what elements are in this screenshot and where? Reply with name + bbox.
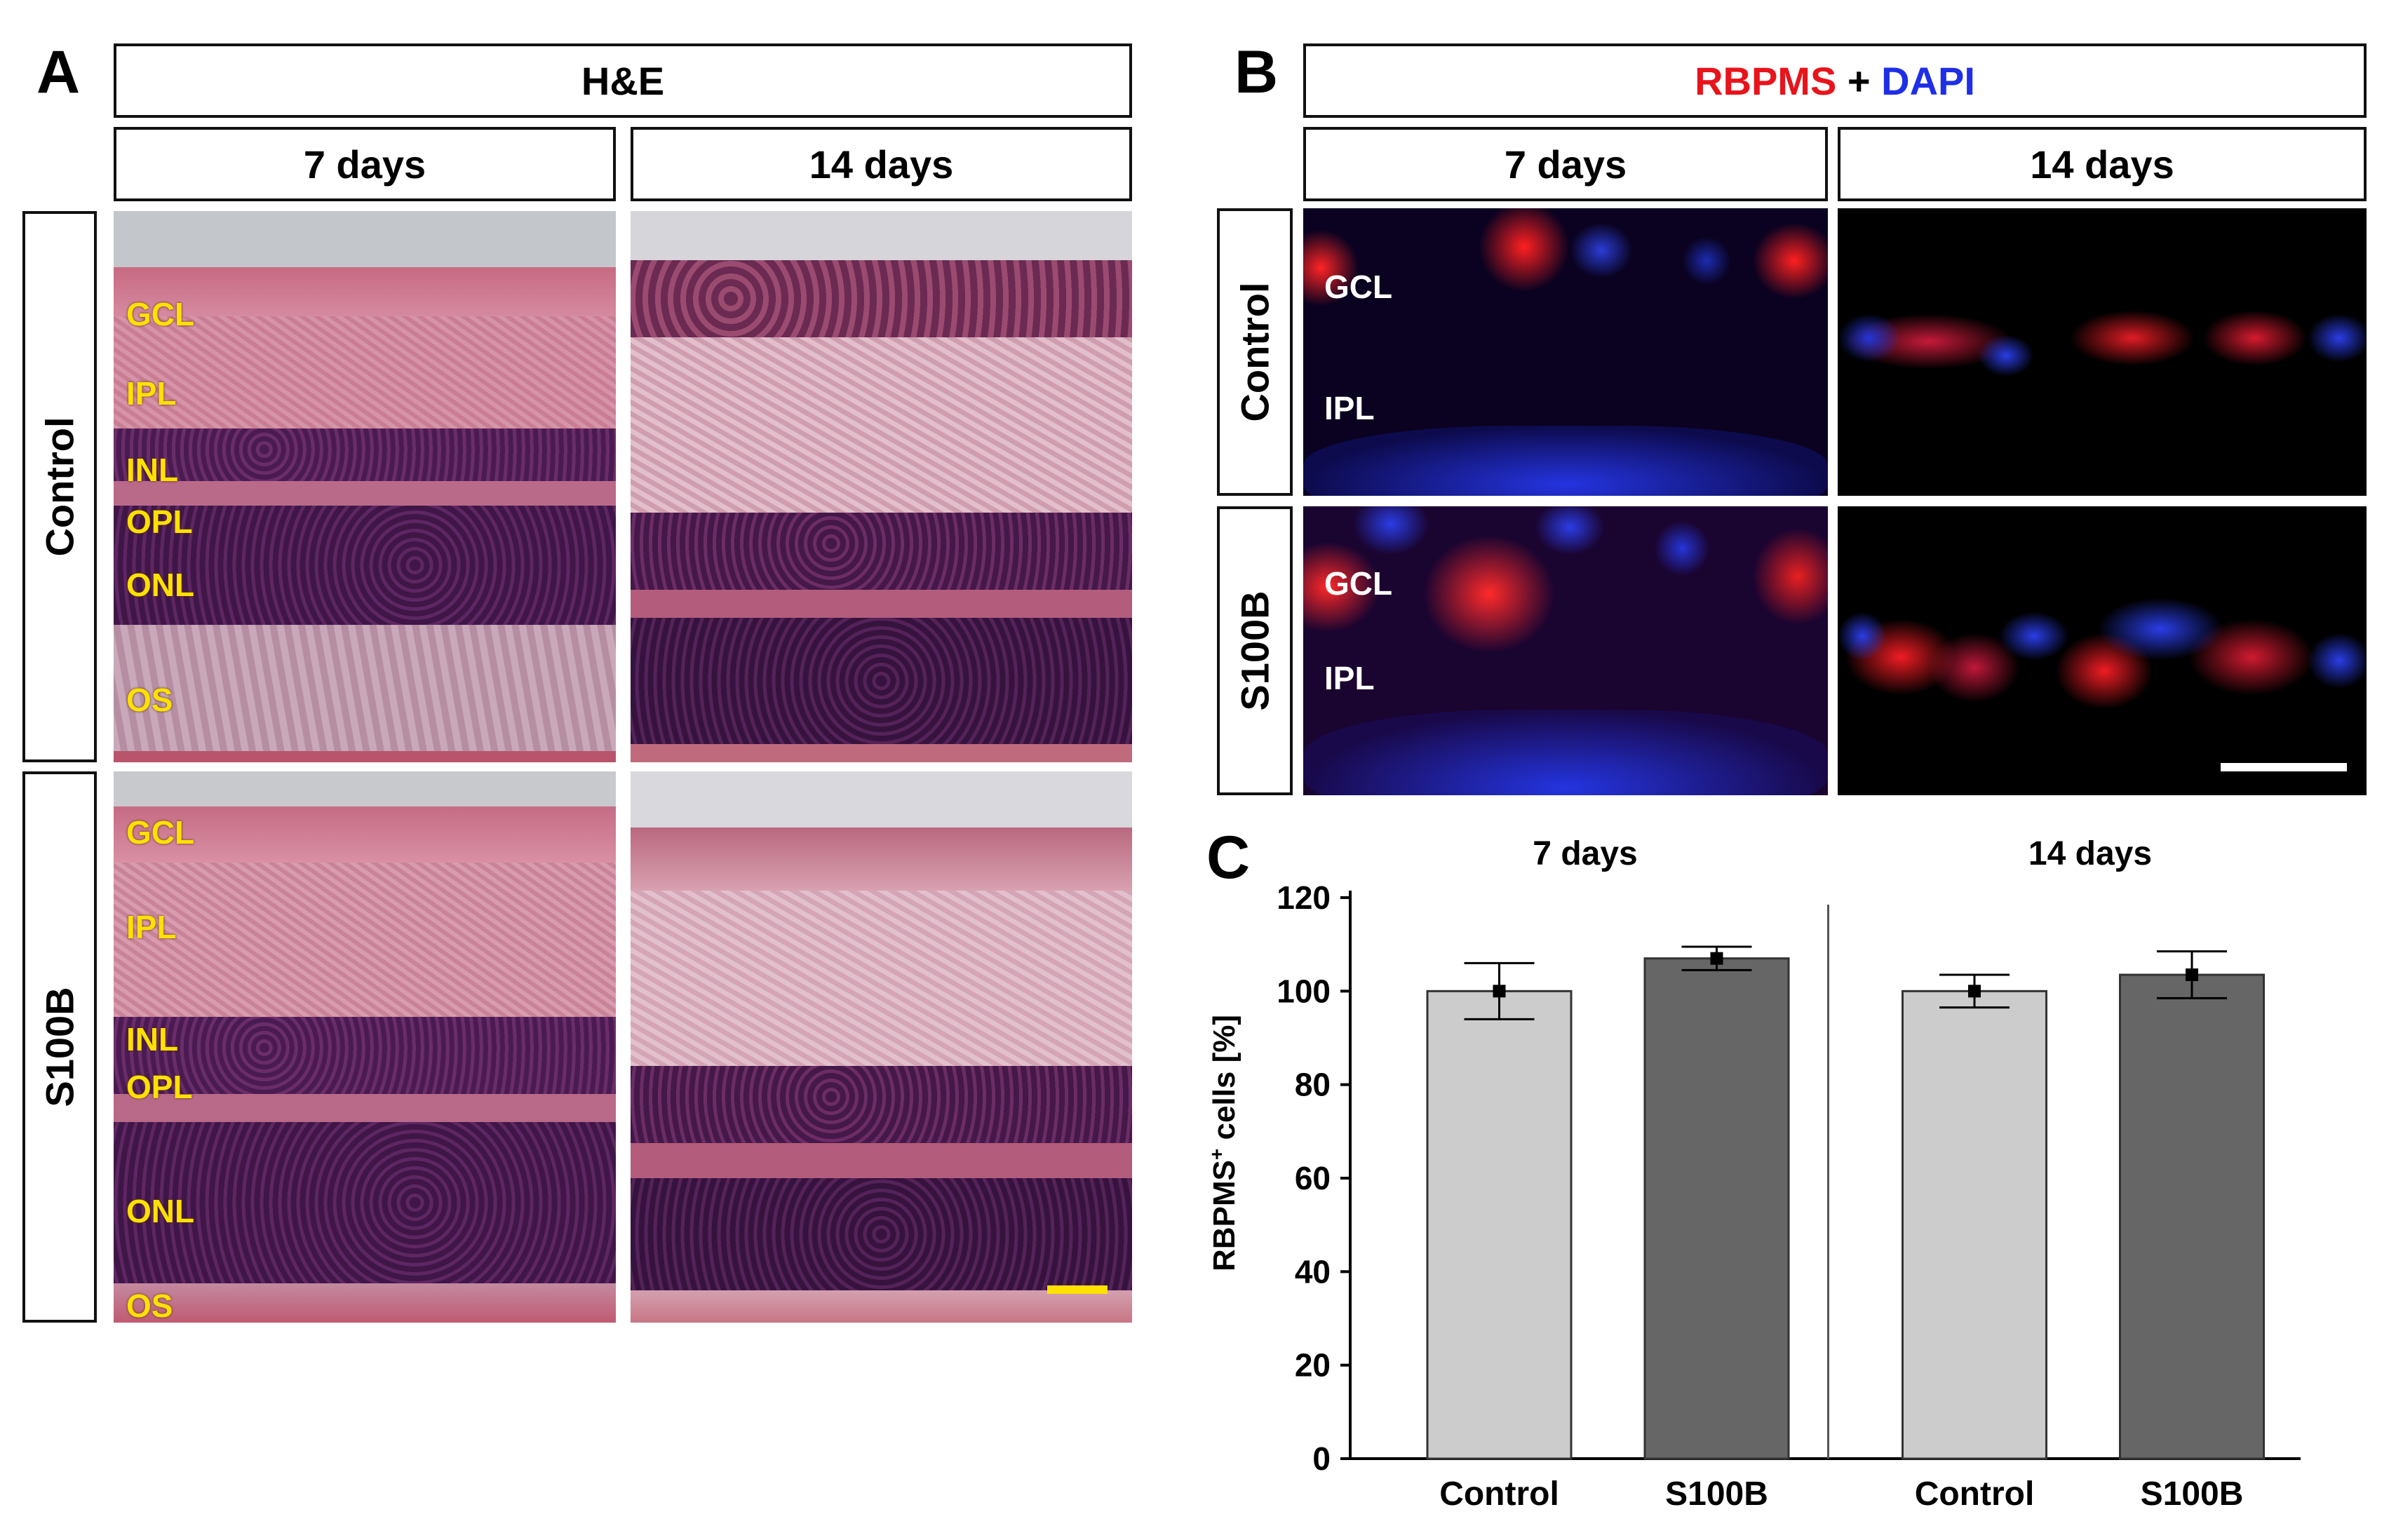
y-tick-label: 120 — [1277, 879, 1331, 916]
layer-label-ipl: IPL — [126, 909, 177, 945]
panel-b-title: RBPMS + DAPI — [1303, 43, 2367, 118]
mean-marker — [1493, 985, 1506, 998]
layer-label-ipl: IPL — [126, 375, 177, 412]
fluor-image-control-14d — [1838, 208, 2367, 496]
layer-label-gcl: GCL — [126, 814, 195, 851]
mean-marker — [2186, 968, 2198, 981]
bar — [1902, 989, 2047, 1460]
panel-b-title-dapi: DAPI — [1881, 58, 1975, 103]
x-category-label: Control — [1915, 1475, 2035, 1513]
y-tick-label: 20 — [1295, 1347, 1331, 1384]
fluor-image-s100b-7d: GCL IPL — [1303, 506, 1828, 795]
x-category-label: S100B — [1665, 1475, 1768, 1513]
layer-label-os: OS — [126, 1288, 173, 1323]
panel-a-col-7days: 7 days — [114, 127, 616, 201]
panel-b-letter: B — [1234, 39, 1279, 106]
panel-b-col-14days: 14 days — [1838, 127, 2367, 201]
scale-bar-he — [1047, 1285, 1108, 1294]
scale-bar-fluor — [2221, 763, 2347, 771]
y-tick-label: 60 — [1295, 1160, 1331, 1196]
y-tick-label: 100 — [1277, 973, 1331, 1009]
he-image-control-14d — [631, 211, 1132, 762]
mean-marker — [1710, 952, 1723, 965]
layer-label-inl: INL — [126, 452, 179, 488]
he-image-control-7d: GCL IPL INL OPL ONL OS — [114, 211, 616, 762]
panel-a-title: H&E — [114, 43, 1132, 118]
y-tick-label: 40 — [1295, 1253, 1331, 1290]
panel-b-title-plus: + — [1836, 58, 1882, 103]
layer-label-opl: OPL — [126, 504, 193, 540]
layer-label-onl: ONL — [126, 1193, 195, 1229]
layer-label-opl: OPL — [126, 1069, 193, 1105]
panel-b-row-s100b: S100B — [1217, 506, 1293, 795]
layer-label-inl: INL — [126, 1021, 179, 1058]
x-category-label: S100B — [2141, 1475, 2244, 1513]
y-axis-label: RBPMS+ cells [%] — [1206, 1014, 1241, 1272]
panel-b-row-control: Control — [1217, 208, 1293, 496]
layer-label-onl: ONL — [126, 567, 195, 603]
he-image-s100b-7d: GCL IPL INL OPL ONL OS — [114, 771, 616, 1323]
panel-c-letter: C — [1206, 824, 1251, 891]
bar — [1426, 989, 1573, 1460]
panel-a-col-14days: 14 days — [631, 127, 1132, 201]
panel-a-row-control: Control — [22, 211, 97, 762]
bar — [1643, 957, 1790, 1460]
layer-label-gcl: GCL — [1324, 269, 1393, 305]
layer-label-ipl: IPL — [1324, 390, 1375, 426]
y-tick-label: 80 — [1295, 1067, 1331, 1103]
fluor-image-s100b-14d — [1838, 506, 2367, 795]
he-image-s100b-14d — [631, 771, 1132, 1323]
fluor-image-control-7d: GCL IPL — [1303, 208, 1828, 496]
bar-chart: 0 20 40 60 80 100 120 Control S100B Control S100B — [1277, 879, 2301, 1513]
mean-marker — [1968, 985, 1981, 998]
group-label-7days: 7 days — [1533, 835, 1638, 872]
layer-label-gcl: GCL — [126, 296, 195, 332]
panel-a-row-s100b: S100B — [22, 771, 97, 1323]
panel-b-col-7days: 7 days — [1303, 127, 1828, 201]
layer-label-gcl: GCL — [1324, 565, 1393, 602]
group-label-14days: 14 days — [2028, 835, 2153, 872]
layer-label-os: OS — [126, 682, 173, 718]
layer-label-ipl: IPL — [1324, 660, 1375, 696]
y-tick-label: 0 — [1312, 1440, 1331, 1477]
bar — [2119, 973, 2265, 1460]
x-category-label: Control — [1439, 1475, 1559, 1513]
panel-b-title-rbpms: RBPMS — [1695, 58, 1837, 103]
panel-a-letter: A — [36, 39, 81, 106]
